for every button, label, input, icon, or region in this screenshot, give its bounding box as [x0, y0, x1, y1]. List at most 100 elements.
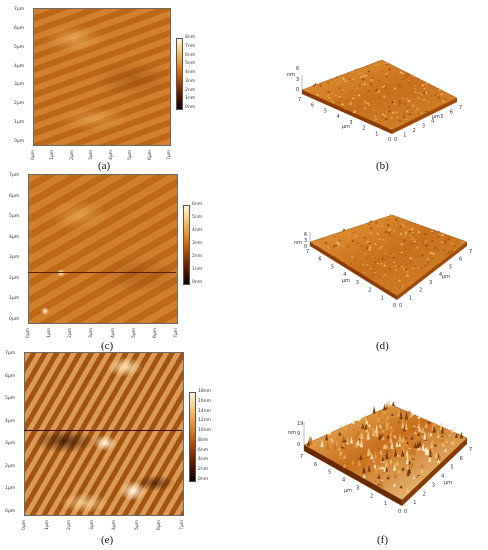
surface-peak — [392, 464, 397, 471]
surface-peak — [362, 271, 366, 273]
surface-peak — [436, 456, 441, 463]
colorbar-label-e-6: 6nm — [198, 447, 209, 453]
surface-peak — [374, 92, 378, 94]
x-tick-c-3: 3μm — [89, 327, 95, 338]
surface-peak — [405, 97, 409, 100]
surface-peak — [428, 455, 432, 462]
surface-peak — [340, 91, 344, 93]
right-axis-tick-b-6: 6 — [450, 110, 453, 116]
left-axis-tick-b-5: 5 — [324, 108, 327, 114]
caption-b: (b) — [376, 160, 389, 172]
x-tick-e-3: 3μm — [89, 519, 95, 530]
surface-peak — [375, 88, 379, 91]
right-axis-tick-d-4: 4 — [439, 272, 442, 278]
surface-peak — [374, 466, 378, 474]
surface-peak — [404, 230, 408, 234]
y-tick-a-1: 6μm — [14, 25, 25, 31]
surface-peak — [364, 243, 369, 244]
surface-peak — [407, 410, 411, 413]
x-tick-a-0: 0μm — [31, 149, 36, 160]
surface-peak — [379, 451, 384, 455]
surface-peak — [338, 431, 342, 436]
surface-peak — [408, 112, 412, 115]
surface-peak — [456, 433, 460, 435]
surface-peak — [387, 105, 391, 108]
surface-peak — [358, 418, 362, 420]
x-tick-a-5: 5μm — [128, 149, 134, 160]
surface-peak — [418, 440, 422, 447]
surface-peak — [420, 435, 425, 438]
surface-peak — [396, 422, 400, 425]
surface-peak — [425, 91, 429, 94]
surface-peak — [379, 244, 384, 248]
surface-peak — [399, 265, 404, 268]
surface-peak — [367, 464, 371, 472]
surface-peak — [389, 284, 393, 286]
surface-peak — [346, 73, 350, 75]
colorbar-label-e-9: 0nm — [198, 477, 209, 482]
surface-peak — [384, 255, 389, 257]
surface-peak — [370, 274, 374, 278]
x-tick-c-2: 2μm — [68, 327, 74, 338]
left-axis-tick-f-4: 4 — [342, 478, 345, 484]
surface-peak — [375, 262, 380, 265]
surface-peak — [345, 98, 349, 102]
surface-peak — [363, 107, 367, 109]
surface-peak — [423, 103, 427, 105]
surface-peak — [362, 473, 366, 479]
right-axis-tick-f-1: 1 — [413, 500, 416, 506]
surface-peak — [407, 228, 411, 231]
surface-peak — [416, 255, 420, 257]
surface-peak — [433, 246, 437, 249]
surface-peak — [394, 218, 399, 222]
surface-peak — [438, 232, 442, 235]
surface-peak — [363, 415, 368, 421]
surface-peak — [351, 459, 355, 465]
surface-peak — [340, 441, 344, 443]
left-axis-tick-b-3: 3 — [349, 120, 352, 126]
colorbar-label-c-4: 2nm — [192, 254, 203, 259]
colorbar-label-a-1: 7nm — [185, 43, 196, 49]
surface-peak — [443, 431, 448, 432]
surface-peak — [350, 80, 354, 83]
surface-peak — [410, 281, 414, 284]
surface-peak — [430, 257, 434, 259]
surface-peak — [440, 435, 444, 437]
surface-peak — [402, 116, 406, 119]
surface-peak — [423, 232, 427, 235]
surface-peak — [419, 111, 423, 114]
surface-peak — [398, 433, 402, 442]
right-axis-tick-d-2: 2 — [419, 288, 422, 294]
surface-peak — [365, 245, 370, 248]
surface-peak — [354, 258, 358, 261]
colorbar-label-c-6: 0nm — [192, 280, 203, 285]
surface-peak — [432, 423, 436, 428]
surface-peak — [376, 60, 380, 62]
left-axis-tick-b-4: 4 — [337, 114, 340, 120]
surface-peak — [452, 97, 456, 99]
caption-a: (a) — [98, 160, 111, 172]
surface-peak — [363, 236, 367, 239]
surface-peak — [335, 257, 339, 259]
surface-peak — [398, 284, 403, 287]
surface-peak — [386, 219, 390, 221]
surface-peak — [342, 228, 346, 231]
surface-peak — [353, 462, 357, 466]
surface-peak — [351, 85, 355, 87]
right-axis-tick-b-3: 3 — [422, 123, 425, 129]
surface-peak — [325, 247, 330, 249]
surface-peak — [335, 101, 340, 103]
surface-peak — [351, 97, 355, 100]
surface-peak — [326, 434, 330, 436]
surface-peak — [389, 116, 394, 119]
surface-peak — [380, 481, 384, 488]
surface-peak — [429, 453, 434, 456]
surface-peak — [324, 241, 328, 244]
surface-peak — [388, 422, 392, 424]
surface-peak — [377, 97, 382, 99]
surface-peak — [373, 271, 377, 273]
surface-peak — [407, 447, 412, 449]
surface-peak — [404, 437, 409, 439]
surface-peak — [356, 241, 360, 244]
surface-peak — [415, 106, 420, 110]
